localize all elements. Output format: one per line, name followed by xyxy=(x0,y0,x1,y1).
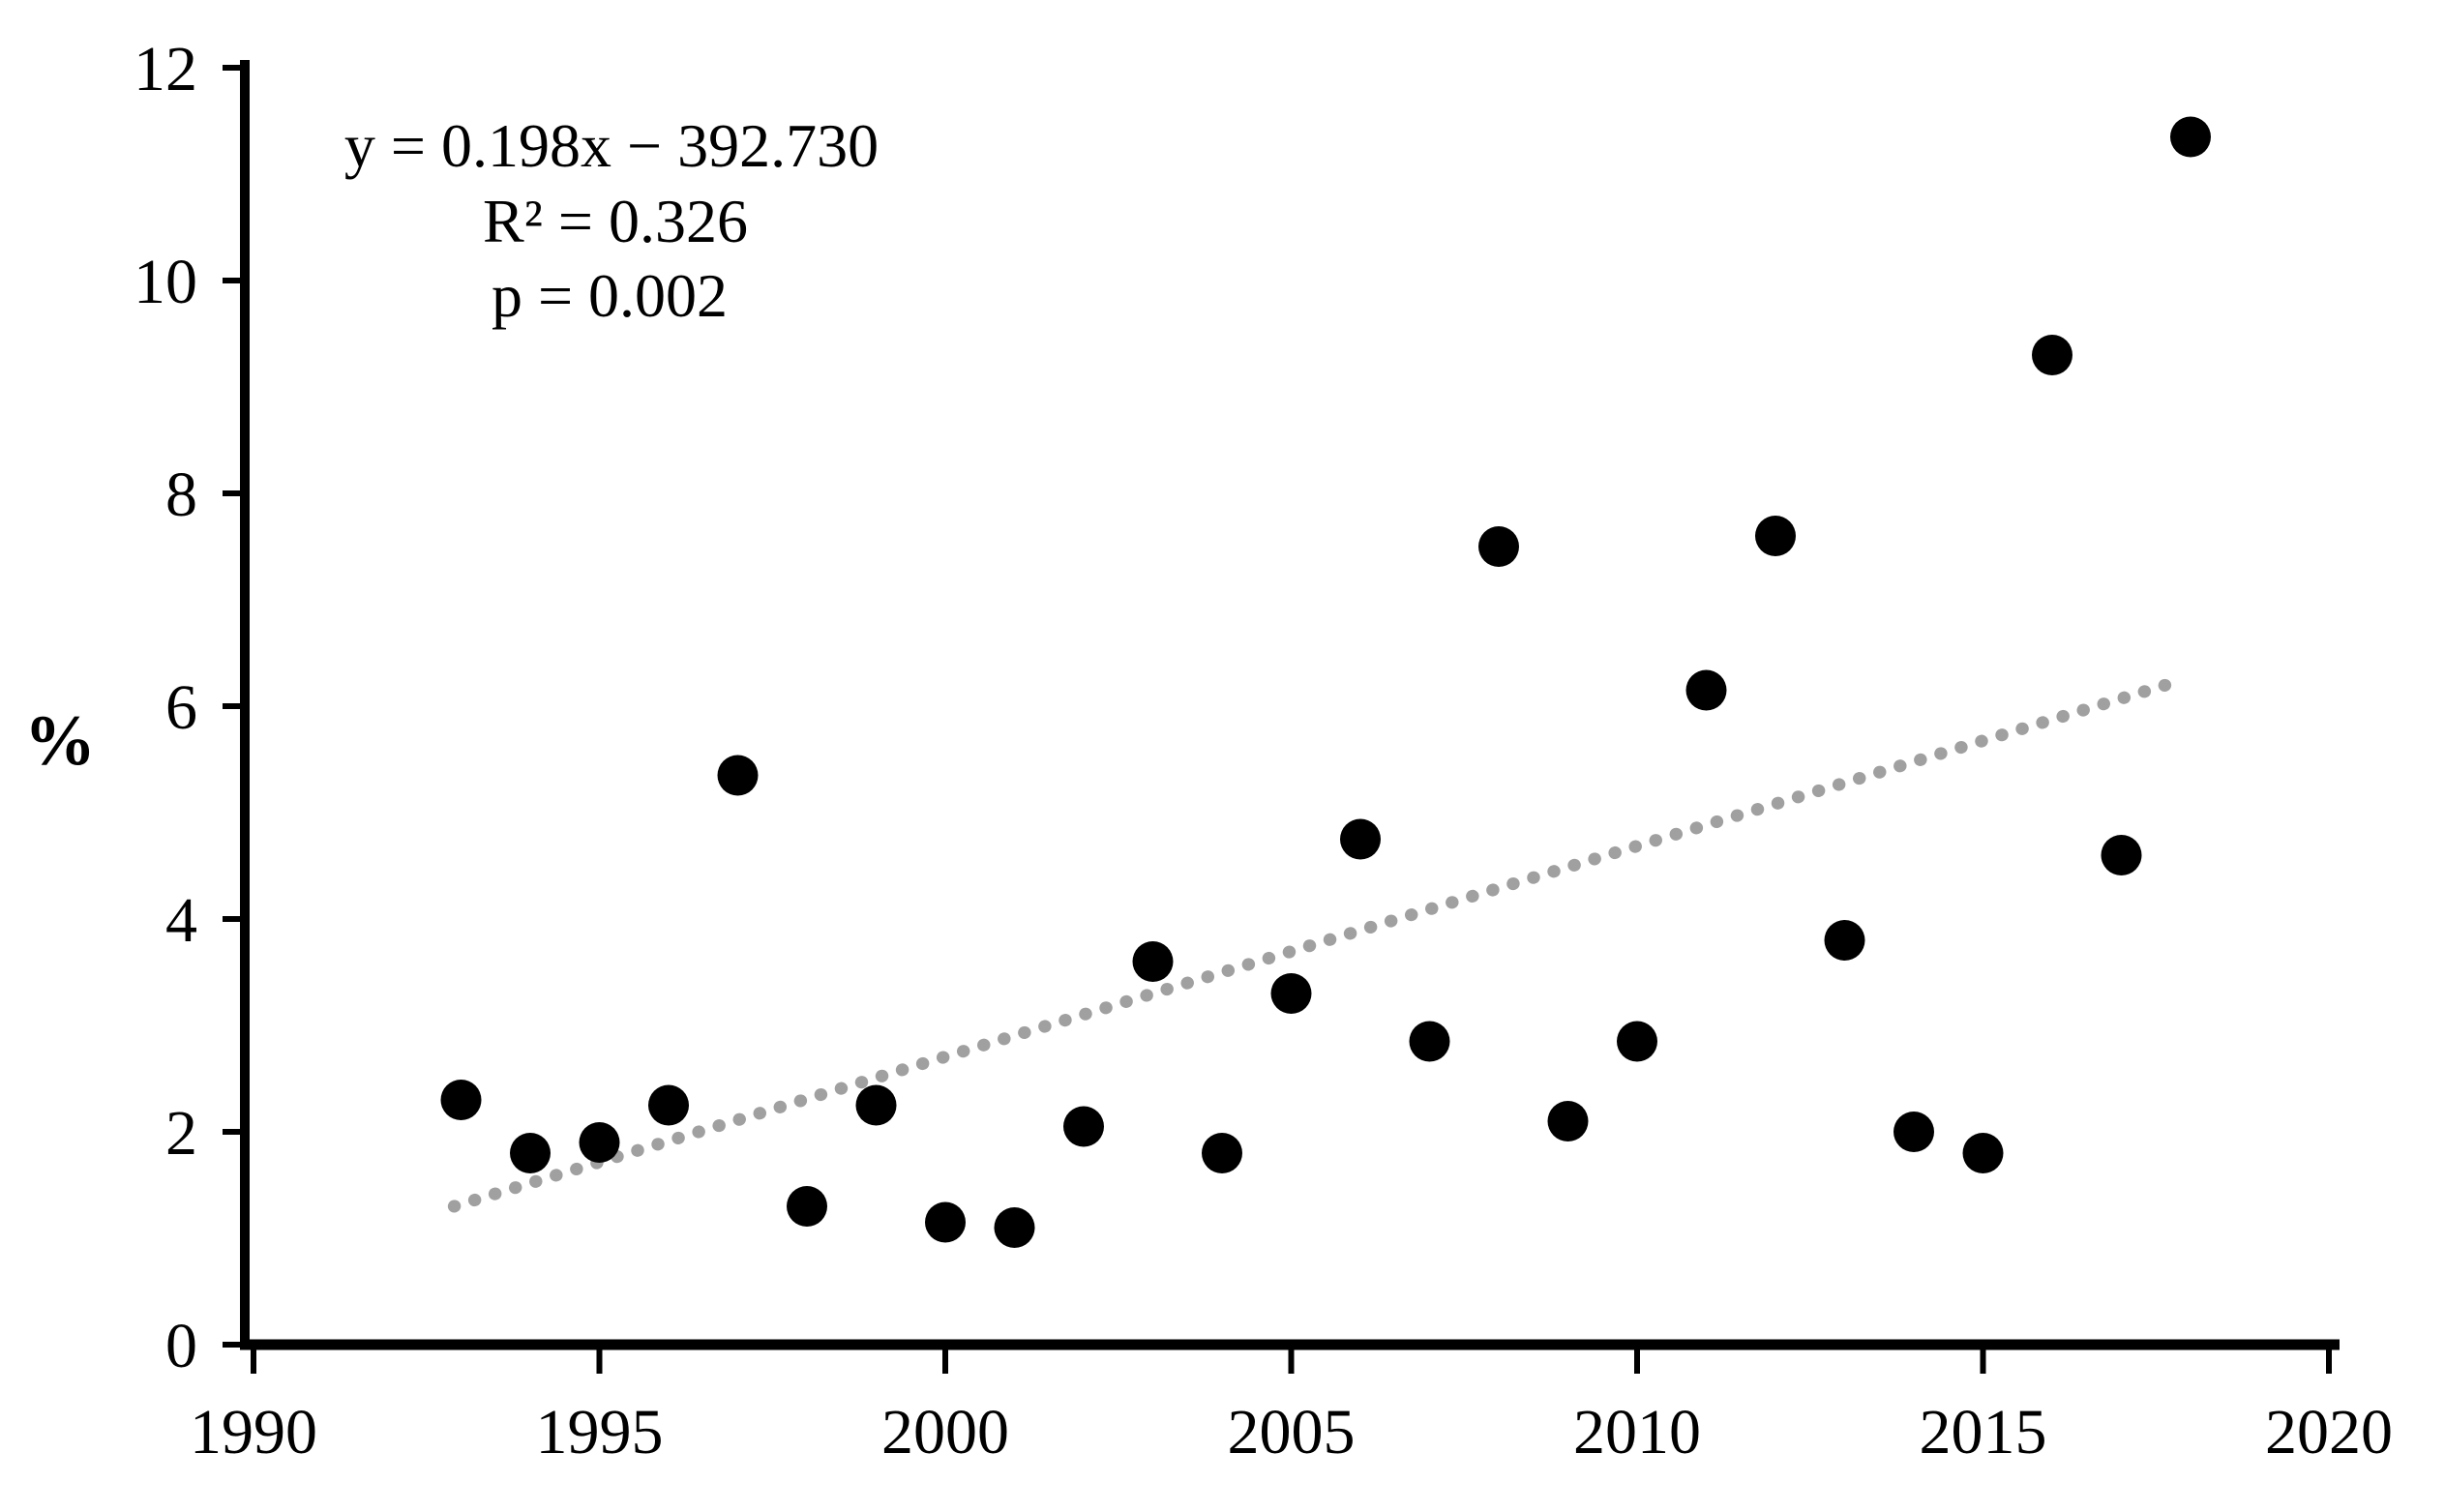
y-axis-ticks xyxy=(223,65,245,1348)
data-point xyxy=(1617,1021,1657,1062)
data-point xyxy=(1340,818,1381,860)
x-axis-tick-labels: 1990 1995 2000 2005 2010 2015 2020 xyxy=(190,1397,2393,1468)
trend-equation-label: y = 0.198x − 392.730 xyxy=(344,111,879,180)
data-point xyxy=(2032,335,2072,375)
data-point xyxy=(1478,526,1519,567)
y-tick-label: 2 xyxy=(165,1098,197,1169)
data-points xyxy=(440,116,2211,1248)
x-tick-label: 2000 xyxy=(881,1397,1009,1468)
data-point xyxy=(579,1122,620,1163)
data-point xyxy=(925,1201,966,1243)
data-point xyxy=(1202,1133,1242,1173)
y-tick-label: 6 xyxy=(165,672,197,743)
data-point xyxy=(717,755,759,796)
data-point xyxy=(2101,835,2142,875)
data-point xyxy=(440,1080,482,1120)
x-tick-label: 2020 xyxy=(2265,1397,2393,1468)
y-tick-label: 10 xyxy=(134,247,197,317)
data-point xyxy=(1270,973,1312,1014)
data-point xyxy=(1755,516,1796,556)
y-axis-tick-labels: 0 2 4 6 8 10 12 xyxy=(134,34,197,1381)
y-tick-label: 4 xyxy=(165,885,197,956)
r-squared-label: R² = 0.326 xyxy=(483,187,748,255)
data-point xyxy=(1409,1021,1450,1062)
x-tick-label: 1990 xyxy=(190,1397,317,1468)
data-point xyxy=(510,1133,551,1173)
trend-line xyxy=(447,673,2191,1213)
data-point xyxy=(994,1207,1035,1248)
x-tick-label: 2015 xyxy=(1920,1397,2047,1468)
x-axis-ticks xyxy=(251,1345,2332,1374)
x-tick-label: 1995 xyxy=(536,1397,664,1468)
data-point xyxy=(1962,1133,2004,1173)
data-point xyxy=(1132,941,1174,982)
data-point xyxy=(1547,1101,1589,1141)
data-point xyxy=(1893,1112,1934,1152)
y-tick-label: 0 xyxy=(165,1311,197,1381)
data-point xyxy=(855,1084,897,1126)
data-point xyxy=(1063,1106,1104,1147)
y-tick-label: 8 xyxy=(165,460,197,530)
y-axis-title: % xyxy=(24,701,96,781)
y-tick-label: 12 xyxy=(134,34,197,104)
data-point xyxy=(2170,116,2211,158)
data-point xyxy=(1685,669,1727,711)
data-point xyxy=(1824,920,1865,961)
x-tick-label: 2005 xyxy=(1228,1397,1356,1468)
p-value-label: p = 0.002 xyxy=(492,261,728,330)
x-tick-label: 2010 xyxy=(1573,1397,1701,1468)
data-point xyxy=(787,1186,827,1227)
data-point xyxy=(648,1084,689,1126)
